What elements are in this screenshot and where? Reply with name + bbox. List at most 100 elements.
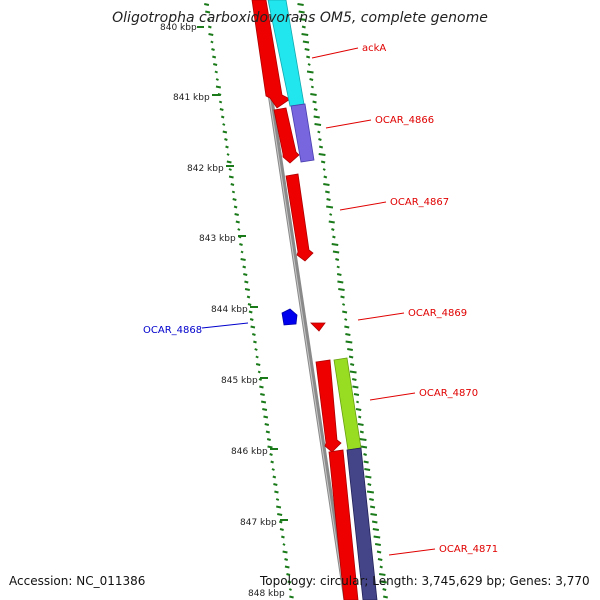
gc-dot-right	[383, 595, 388, 599]
gc-dot-right	[298, 10, 305, 14]
gc-dot-left	[220, 115, 225, 119]
tick-label-847: 847 kbp	[240, 518, 277, 528]
gc-dot-left	[267, 445, 273, 449]
gene-labels: ackA OCAR_4866 OCAR_4867 OCAR_4868 OCAR_…	[143, 43, 498, 555]
gc-dot-left	[215, 85, 222, 89]
gc-dot-right	[301, 25, 306, 29]
gc-dot-right	[342, 310, 348, 314]
gc-dot-left	[269, 453, 273, 456]
gene-label-ackA: ackA	[362, 43, 386, 54]
gc-dot-right	[363, 453, 367, 456]
gc-dot-left	[255, 363, 261, 366]
accession-text: Accession: NC_011386	[9, 574, 146, 588]
gc-dot-left	[222, 130, 228, 134]
gc-dot-left	[270, 460, 274, 464]
cds-track-forward	[251, 0, 359, 600]
gc-dot-right	[336, 265, 340, 269]
gc-dot-left	[226, 160, 232, 164]
gc-dot-right	[314, 123, 322, 126]
gc-dot-right	[312, 100, 317, 104]
cds-ackA	[251, 0, 291, 109]
gc-dot-left	[284, 558, 289, 561]
gc-dot-left	[264, 423, 270, 426]
gc-dot-left	[233, 205, 238, 209]
gc-dot-right	[322, 168, 326, 171]
gc-dot-left	[259, 385, 264, 389]
feature-purple	[290, 103, 315, 163]
gc-dot-left	[286, 573, 291, 576]
gc-dot-left	[282, 550, 288, 554]
gc-dot-left	[249, 318, 254, 321]
gc-dot-right	[342, 303, 346, 306]
callout-line-OCAR_4871	[388, 548, 436, 556]
gc-dot-right	[344, 318, 348, 321]
gc-dot-right	[382, 588, 387, 591]
gc-dot-left	[257, 370, 261, 374]
gc-dot-left	[226, 153, 230, 156]
gc-dot-left	[273, 483, 278, 486]
gc-dot-right	[338, 288, 345, 291]
gc-dot-right	[357, 423, 364, 426]
gc-dot-left	[276, 505, 282, 509]
gc-dot-left	[204, 3, 210, 6]
cds-track-outer	[267, 0, 378, 600]
gc-dot-right	[344, 325, 350, 329]
gc-dot-left	[235, 220, 240, 224]
gc-dot-right	[359, 438, 367, 441]
tick-label-845: 845 kbp	[221, 376, 258, 386]
gc-dot-right	[376, 550, 382, 554]
gc-dot-right	[310, 85, 314, 89]
gc-dot-left	[281, 535, 285, 539]
gc-dot-right	[370, 513, 378, 516]
gc-dot-right	[369, 505, 376, 509]
gc-dot-left	[262, 408, 268, 411]
gc-dot-left	[282, 543, 286, 546]
gc-dot-right	[366, 490, 375, 494]
gc-dot-right	[306, 70, 314, 74]
gc-dot-right	[335, 258, 340, 261]
gc-dot-right	[363, 460, 369, 464]
gc-dot-left	[271, 468, 275, 471]
gc-dot-right	[349, 370, 357, 374]
callout-line-OCAR_4866	[325, 119, 372, 129]
gc-dot-right	[325, 190, 330, 194]
callout-line-OCAR_4868	[201, 322, 249, 329]
cds-OCAR_4869	[310, 322, 326, 332]
gene-callouts	[201, 47, 436, 556]
gc-dot-left	[228, 175, 234, 179]
gc-dot-right	[348, 355, 354, 359]
gc-dot-left	[237, 228, 241, 231]
gc-dot-left	[263, 415, 269, 419]
feature-lime	[333, 357, 362, 451]
gc-dot-left	[211, 48, 215, 51]
gc-dot-right	[302, 40, 310, 44]
gc-dot-left	[222, 123, 226, 126]
gc-content-track-right	[297, 3, 388, 599]
tick-label-846: 846 kbp	[231, 447, 268, 457]
gc-dot-left	[230, 183, 235, 186]
tick-label-848: 848 kbp	[248, 589, 285, 599]
gc-dot-right	[329, 213, 333, 216]
feature-navy	[346, 447, 378, 600]
gc-dot-left	[277, 513, 283, 516]
gc-dot-right	[352, 385, 359, 389]
gc-dot-left	[234, 213, 239, 216]
gc-dot-left	[248, 310, 253, 314]
gc-dot-right	[378, 573, 386, 576]
gc-dot-left	[240, 250, 244, 254]
gc-dot-right	[365, 475, 372, 479]
tick-label-840: 840 kbp	[160, 23, 197, 33]
gc-dot-left	[255, 355, 259, 359]
cds-OCAR_4867	[285, 173, 314, 262]
gc-dot-left	[266, 438, 271, 441]
gc-dot-right	[309, 78, 314, 81]
gc-dot-right	[317, 130, 321, 134]
gc-dot-right	[345, 333, 351, 336]
gc-dot-right	[358, 415, 362, 419]
gc-dot-left	[253, 340, 257, 344]
tick-marks: 840 kbp 841 kbp 842 kbp 843 kbp 844 kbp …	[160, 23, 288, 599]
gc-dot-right	[350, 363, 355, 366]
gc-dot-left	[258, 378, 263, 381]
gene-label-OCAR_4870: OCAR_4870	[419, 388, 478, 399]
